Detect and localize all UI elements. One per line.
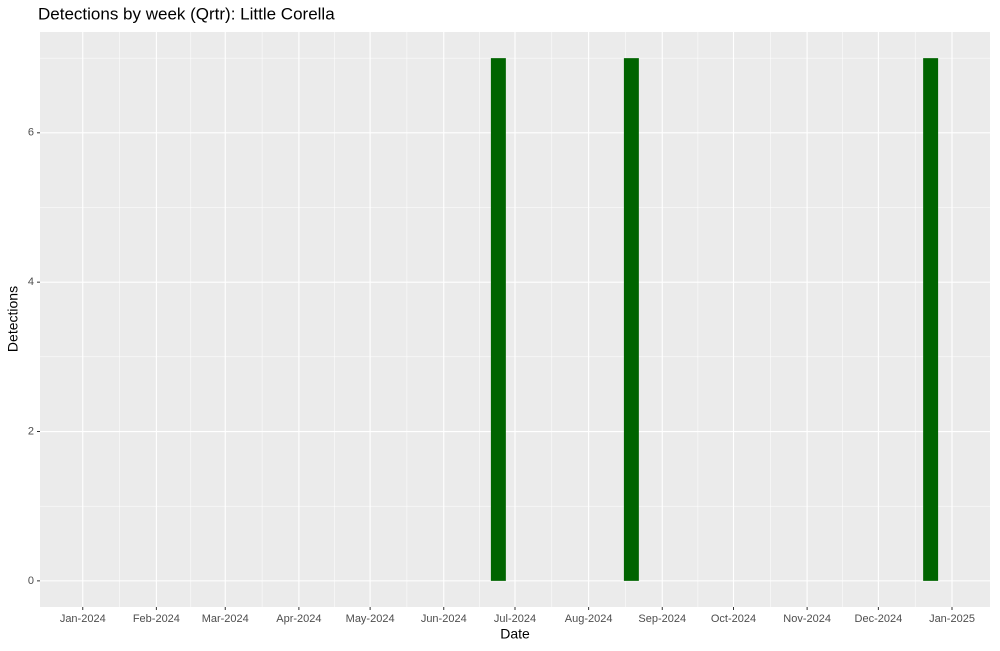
x-tick-label: Oct-2024 [711,613,756,625]
x-tick-label: Jun-2024 [421,613,467,625]
x-tick-label: Jan-2025 [929,613,975,625]
y-tick-label: 4 [28,276,34,288]
x-tick-label: May-2024 [346,613,395,625]
x-tick-label: Jul-2024 [494,613,536,625]
bar [623,58,639,581]
y-tick-label: 0 [28,575,34,587]
x-tick-label: Dec-2024 [855,613,903,625]
x-tick-label: Sep-2024 [638,613,686,625]
y-axis-label: Detections [5,286,21,352]
y-tick-label: 2 [28,425,34,437]
x-tick-label: Aug-2024 [565,613,613,625]
x-tick-label: Feb-2024 [133,613,180,625]
x-tick-label: Apr-2024 [276,613,321,625]
y-tick-label: 6 [28,127,34,139]
bar [490,58,506,581]
x-axis-label: Date [500,626,530,642]
x-tick-label: Nov-2024 [783,613,831,625]
x-tick-label: Mar-2024 [202,613,249,625]
x-tick-label: Jan-2024 [60,613,106,625]
chart-title: Detections by week (Qrtr): Little Corell… [38,4,335,23]
bar [923,58,939,581]
